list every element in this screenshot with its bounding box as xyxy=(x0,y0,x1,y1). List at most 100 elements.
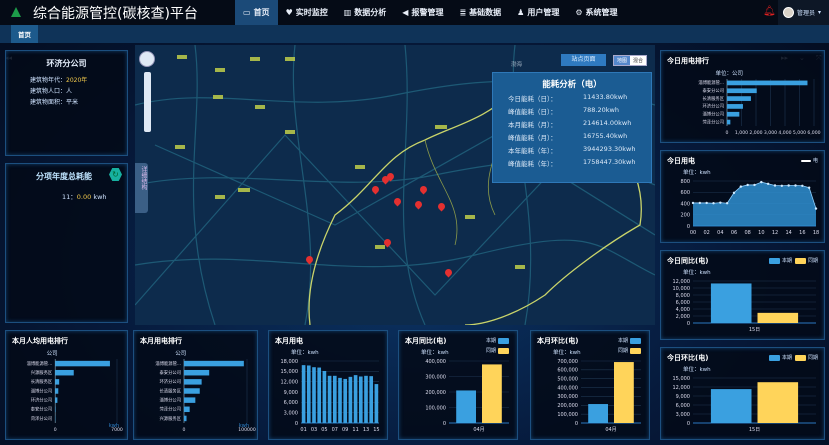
legend-label: 本期 xyxy=(617,338,628,344)
data-point xyxy=(746,183,749,187)
popup-row: 峰值能耗（年）： 1758447.30kwh xyxy=(508,158,636,168)
nav-alarm[interactable]: ◀ 报警管理 xyxy=(402,8,444,17)
today-rank-panel: 今日用电排行 单位：公司 0 1,000 2,000 3,000 4,000 5,000 6,0… xyxy=(660,50,825,143)
y-tick-label: 18,000 xyxy=(281,359,299,365)
energy-popup: 能耗分析（电） 今日能耗（日）： 11433.80kwh 峰值能耗（日）： 788.… xyxy=(492,72,652,183)
nav-home[interactable]: ▭ 首页 xyxy=(235,0,278,25)
bar xyxy=(332,375,337,423)
chart-svg: 0 200 400 600 800 00 02 04 06 08 10 12 14 16 18 xyxy=(680,179,819,236)
y-tick-label: 0 xyxy=(687,321,690,327)
category-label: 泰安分公司 xyxy=(703,87,724,94)
data-point xyxy=(691,201,695,205)
legend-label: 本期 xyxy=(485,338,496,344)
bar xyxy=(482,364,502,423)
area-fill xyxy=(693,182,816,226)
y-tick-label: 200 xyxy=(680,213,690,219)
legend-label: 本期 xyxy=(781,258,792,264)
chart-svg: 0 100,000 200,000 300,000 400,000 500,000 600,… xyxy=(557,359,641,433)
month-rank-panel: 本月用电排行 公司 0 100000 淄博能源管... 泰安分公司 环济分公司 长清服务区 淄博… xyxy=(133,330,258,440)
bar xyxy=(184,415,187,422)
y-tick-label: 9,000 xyxy=(676,394,690,400)
category-label: 兴源服务区 xyxy=(160,415,182,422)
data-point xyxy=(712,202,715,205)
legend-item: 本期 xyxy=(486,337,509,344)
y-tick-label: 8,000 xyxy=(676,293,690,299)
nav-system[interactable]: ⚙ 系统管理 xyxy=(575,8,618,17)
y-tick-label: 0 xyxy=(443,421,446,427)
panel-title: 今日用电排行 xyxy=(667,57,709,65)
bar xyxy=(358,376,363,423)
legend-item: 同期 xyxy=(794,257,818,264)
x-tick-label: 04 xyxy=(717,230,723,236)
map-zoom-slider[interactable] xyxy=(144,72,151,132)
tab-bar: ◂◂ 首页 ▸▸ ⌄ ⤧ xyxy=(0,25,829,62)
y-tick-label: 400,000 xyxy=(425,359,446,365)
map-pan-control[interactable] xyxy=(139,51,155,67)
nav-analysis[interactable]: ▥ 数据分析 xyxy=(343,8,387,17)
x-tick-label: 04月 xyxy=(605,427,616,433)
bar xyxy=(757,382,799,423)
x-unit-label: kwh xyxy=(239,423,249,429)
month-yoy-panel: 本月同比(电) 单位：kwh 本期 同期 0 100,000 200,000 300,000 4… xyxy=(398,330,518,440)
data-point xyxy=(705,201,708,205)
data-point xyxy=(807,186,811,189)
month-power-panel: 本月用电 单位：kwh 0 3,000 6,000 9,000 12,000 15,000 18… xyxy=(268,330,388,440)
bar xyxy=(343,378,348,423)
nav-users[interactable]: ♟ 用户管理 xyxy=(517,8,560,17)
bar xyxy=(55,369,74,376)
popup-title: 能耗分析（电） xyxy=(542,80,602,90)
detail-structure-tab[interactable]: 详细结构 xyxy=(135,163,148,213)
category-label: 菏泽分公司 xyxy=(703,118,724,125)
legend-swatch xyxy=(794,354,806,361)
bar xyxy=(727,104,743,109)
caret-down-icon: ▾ xyxy=(818,9,822,16)
bar xyxy=(184,397,196,403)
megaphone-icon: ◀ xyxy=(402,8,409,17)
x-tick-label: 12 xyxy=(772,230,778,236)
bar xyxy=(614,362,634,423)
bar-chart-icon: ▥ xyxy=(343,8,352,17)
refresh-icon[interactable]: ↻ xyxy=(109,168,122,181)
nav-basedata[interactable]: ≣ 基础数据 xyxy=(459,8,502,17)
user-menu[interactable]: 管理员 ▾ xyxy=(778,0,829,25)
database-icon: ≣ xyxy=(459,8,467,17)
x-tick-label: 03 xyxy=(311,427,317,433)
bar xyxy=(727,111,740,117)
logo-icon xyxy=(9,6,23,20)
x-tick-label: 2,000 xyxy=(749,130,762,136)
bar xyxy=(338,377,342,423)
legend-swatch xyxy=(498,347,509,354)
x-tick-label: 10 xyxy=(758,230,764,236)
map-type-hybrid[interactable]: 混合 xyxy=(633,58,644,64)
app-title: 综合能源管控(碳核查)平台 xyxy=(33,5,198,22)
site-page-button[interactable]: 站点页面 xyxy=(561,54,606,66)
panel-title: 本月人均用电排行 xyxy=(12,337,68,345)
legend-item: 本期 xyxy=(768,354,792,361)
bar xyxy=(184,369,210,376)
building-year: 建筑物年代：2020年 xyxy=(30,77,88,84)
category-label: 长清服务区 xyxy=(31,378,53,385)
chart-svg: 0 1,000 2,000 3,000 4,000 5,000 6,000 淄博能源管...泰… xyxy=(698,79,821,136)
company-name: 环济分公司 xyxy=(46,59,87,68)
y-tick-label: 12,000 xyxy=(281,379,299,385)
y-tick-label: 800 xyxy=(680,179,690,185)
legend-label: 同期 xyxy=(617,348,628,354)
legend-label: 同期 xyxy=(807,355,818,361)
bar xyxy=(306,365,311,423)
y-tick-label: 300,000 xyxy=(425,374,446,380)
annual-energy-panel: 分项年度总耗能 ↻ 11：0.00 kwh xyxy=(5,163,128,323)
y-tick-label: 100,000 xyxy=(425,405,446,411)
y-tick-label: 2,000 xyxy=(676,314,690,320)
map-type-map[interactable]: 地图 xyxy=(614,56,631,65)
unit-label: 单位：kwh xyxy=(683,170,711,176)
category-label: 淄博能源管... xyxy=(27,360,53,367)
panel-title: 本月用电 xyxy=(275,337,303,345)
bell-icon[interactable]: 🔔︎ xyxy=(763,6,776,17)
unit-label: 单位：公司 xyxy=(715,71,743,77)
x-unit-label: kwh xyxy=(109,423,119,429)
month-capita-panel: 本月人均用电排行 公司 0 7000 淄博能源管... 兴源服务区 长清服务区 淄博分公司 环济… xyxy=(5,330,128,440)
bar xyxy=(184,360,244,367)
y-tick-label: 700,000 xyxy=(557,359,578,365)
tab-home[interactable]: 首页 xyxy=(11,25,38,43)
nav-monitor[interactable]: ♥ 实时监控 xyxy=(285,8,328,17)
